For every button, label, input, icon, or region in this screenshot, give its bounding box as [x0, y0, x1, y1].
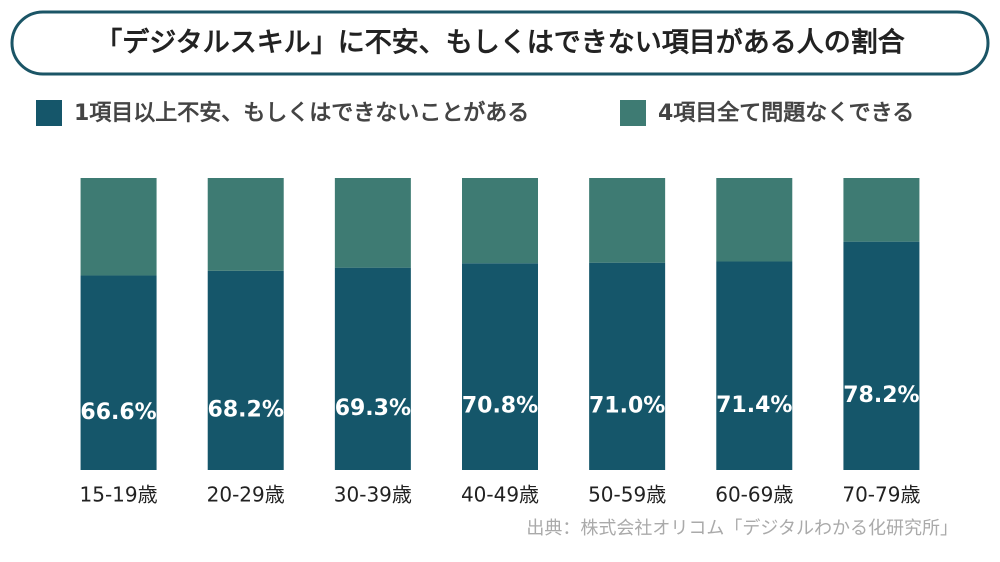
legend-swatch	[620, 100, 646, 126]
bar-segment	[589, 262, 666, 470]
x-tick-label: 60-69歳	[715, 483, 793, 507]
bar-segment	[334, 178, 411, 268]
chart-title: 「デジタルスキル」に不安、もしくはできない項目がある人の割合	[95, 27, 904, 59]
legend-label: 1項目以上不安、もしくはできないことがある	[74, 100, 529, 126]
bar-segment	[462, 178, 538, 264]
x-tick-label: 30-39歳	[334, 483, 412, 507]
x-tick-label: 15-19歳	[80, 483, 158, 507]
value-label: 71.0%	[589, 393, 665, 418]
bar-segment	[843, 178, 920, 242]
bar-segment	[843, 241, 920, 470]
value-label: 66.6%	[80, 400, 156, 425]
bar-segment	[589, 178, 666, 263]
value-label: 68.2%	[208, 397, 284, 422]
value-label: 69.3%	[335, 396, 411, 421]
bar-segment	[716, 178, 793, 262]
bar-segment	[716, 261, 793, 470]
x-tick-label: 70-79歳	[842, 483, 920, 507]
legend-label: 4項目全て問題なくできる	[658, 100, 914, 126]
bar-segment	[334, 267, 411, 470]
bar-segment	[80, 275, 157, 470]
x-tick-label: 40-49歳	[461, 483, 539, 507]
source: 出典：株式会社オリコム「デジタルわかる化研究所」	[526, 518, 958, 539]
value-label: 70.8%	[462, 394, 538, 419]
value-label: 78.2%	[843, 383, 919, 408]
bar-segment	[80, 178, 157, 276]
legend-swatch	[36, 100, 62, 126]
title-box	[10, 10, 990, 76]
x-tick-label: 50-59歳	[588, 483, 666, 507]
x-tick-label: 20-29歳	[207, 483, 285, 507]
bar-segment	[462, 263, 538, 470]
bar-segment	[207, 178, 284, 271]
bar-segment	[207, 270, 284, 470]
value-label: 71.4%	[716, 393, 792, 418]
